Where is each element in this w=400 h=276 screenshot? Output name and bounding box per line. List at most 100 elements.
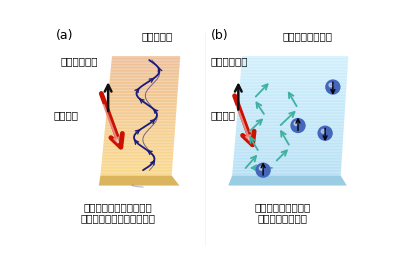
Polygon shape	[235, 141, 343, 143]
Polygon shape	[101, 167, 172, 168]
Text: スピン流: スピン流	[54, 110, 79, 120]
Polygon shape	[100, 174, 172, 176]
Polygon shape	[106, 115, 176, 116]
Polygon shape	[111, 65, 180, 67]
Polygon shape	[236, 125, 344, 126]
Polygon shape	[238, 98, 346, 99]
Polygon shape	[234, 150, 342, 152]
Polygon shape	[234, 147, 342, 149]
Polygon shape	[240, 74, 347, 76]
Polygon shape	[104, 134, 175, 135]
Polygon shape	[103, 149, 174, 150]
Polygon shape	[237, 120, 344, 122]
Polygon shape	[102, 162, 173, 164]
Polygon shape	[242, 61, 348, 62]
Text: (b): (b)	[210, 29, 228, 42]
Polygon shape	[111, 68, 179, 70]
Circle shape	[259, 166, 263, 170]
Polygon shape	[238, 105, 345, 107]
Polygon shape	[234, 153, 342, 155]
Polygon shape	[108, 99, 177, 101]
Text: （金属・半導体）: （金属・半導体）	[282, 31, 332, 41]
Polygon shape	[241, 67, 348, 68]
Text: （絶縁体）: （絶縁体）	[141, 31, 172, 41]
Polygon shape	[237, 113, 345, 115]
Polygon shape	[112, 56, 180, 58]
Polygon shape	[104, 131, 175, 132]
Polygon shape	[239, 91, 346, 92]
Polygon shape	[103, 144, 174, 146]
Circle shape	[318, 126, 332, 140]
Polygon shape	[101, 164, 172, 165]
Polygon shape	[237, 119, 344, 120]
Polygon shape	[233, 167, 341, 168]
Circle shape	[256, 163, 270, 177]
Polygon shape	[235, 138, 343, 140]
Polygon shape	[234, 152, 342, 153]
Polygon shape	[232, 170, 341, 171]
Polygon shape	[236, 131, 344, 132]
Polygon shape	[103, 150, 174, 152]
Polygon shape	[241, 65, 348, 67]
Polygon shape	[240, 77, 347, 79]
Polygon shape	[240, 87, 346, 89]
Polygon shape	[238, 110, 345, 112]
Polygon shape	[233, 164, 342, 165]
Polygon shape	[233, 165, 341, 167]
Polygon shape	[238, 102, 345, 104]
Polygon shape	[235, 144, 343, 146]
Polygon shape	[107, 105, 177, 107]
Polygon shape	[234, 155, 342, 156]
Polygon shape	[109, 87, 178, 89]
Polygon shape	[242, 62, 348, 64]
Text: スピンの向き: スピンの向き	[60, 56, 98, 66]
Polygon shape	[109, 82, 178, 83]
Polygon shape	[104, 143, 174, 144]
Polygon shape	[240, 83, 347, 84]
Polygon shape	[234, 158, 342, 159]
Polygon shape	[107, 104, 177, 105]
Polygon shape	[112, 59, 180, 61]
Polygon shape	[235, 143, 343, 144]
Polygon shape	[101, 165, 172, 167]
Polygon shape	[100, 172, 172, 174]
Circle shape	[294, 122, 298, 126]
Polygon shape	[238, 101, 346, 102]
Polygon shape	[239, 95, 346, 97]
Polygon shape	[109, 84, 178, 86]
Polygon shape	[241, 70, 348, 71]
Polygon shape	[107, 102, 177, 104]
Polygon shape	[109, 86, 178, 87]
Polygon shape	[234, 146, 342, 147]
Polygon shape	[240, 76, 347, 77]
Polygon shape	[240, 82, 347, 83]
Polygon shape	[102, 156, 173, 158]
Polygon shape	[104, 140, 174, 141]
Polygon shape	[234, 156, 342, 158]
Circle shape	[321, 129, 325, 133]
Polygon shape	[239, 89, 346, 91]
Polygon shape	[232, 172, 341, 174]
Polygon shape	[236, 123, 344, 125]
Circle shape	[291, 119, 305, 132]
Text: スピンの波（マグノン）: スピンの波（マグノン）	[84, 203, 152, 213]
Text: 運ばれるスピン流: 運ばれるスピン流	[258, 213, 308, 223]
Polygon shape	[112, 61, 180, 62]
Polygon shape	[240, 84, 346, 86]
Polygon shape	[101, 168, 172, 170]
Polygon shape	[235, 135, 343, 137]
Polygon shape	[107, 107, 176, 108]
Polygon shape	[101, 170, 172, 171]
Polygon shape	[237, 116, 344, 117]
Text: 電子の運動によって: 電子の運動によって	[254, 203, 311, 213]
Polygon shape	[112, 58, 180, 59]
Polygon shape	[102, 158, 173, 159]
Polygon shape	[108, 101, 177, 102]
Polygon shape	[104, 141, 174, 143]
Polygon shape	[99, 176, 180, 185]
Polygon shape	[106, 112, 176, 113]
Polygon shape	[238, 108, 345, 110]
Text: によって運ばれるスピン流: によって運ばれるスピン流	[81, 213, 156, 223]
Polygon shape	[236, 134, 343, 135]
Polygon shape	[238, 104, 345, 105]
